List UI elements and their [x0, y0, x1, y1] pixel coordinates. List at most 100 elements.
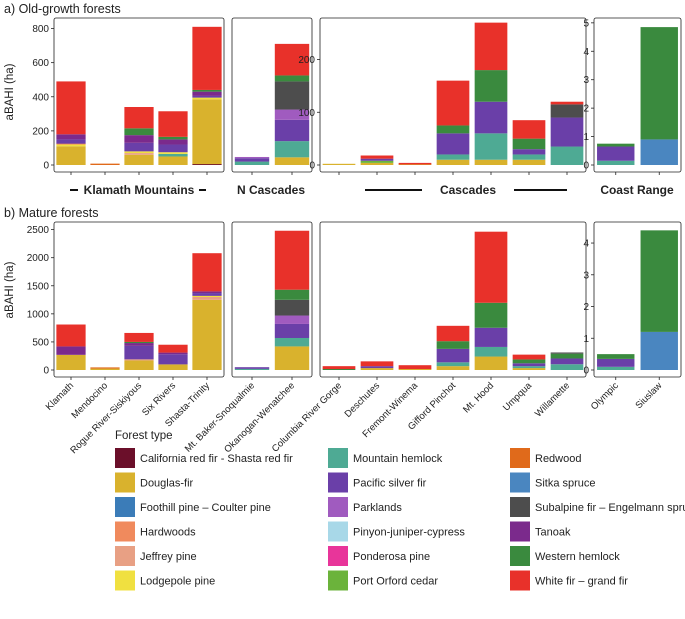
- bar-segment-white-fir-grand-fir: [322, 366, 356, 370]
- bar-segment-western-hemlock: [512, 359, 546, 364]
- bar-segment-western-hemlock: [158, 136, 188, 140]
- legend-swatch: [115, 497, 135, 517]
- bar-b-siuslaw: [640, 230, 678, 370]
- y-tick-label: 600: [32, 58, 49, 69]
- x-tick-label: Olympic: [589, 380, 621, 412]
- bar-segment-douglas-fir: [398, 368, 432, 370]
- legend-swatch: [328, 546, 348, 566]
- legend-swatch: [328, 497, 348, 517]
- legend-swatch: [115, 448, 135, 468]
- bar-segment-pacific-silver-fir: [550, 358, 584, 365]
- bar-b-fremont-winema: [398, 365, 432, 370]
- bar-a-siuslaw: [640, 27, 678, 165]
- bar-segment-mountain-hemlock: [474, 133, 508, 160]
- bar-segment-pacific-silver-fir: [274, 323, 310, 338]
- bar-segment-subalpine-fir-engelmann-spruce: [550, 104, 584, 118]
- legend-item-foothill-pine-coulter-pine: Foothill pine – Coulter pine: [115, 497, 271, 517]
- legend-label: Hardwoods: [140, 527, 196, 539]
- bar-a-shasta-trinity: [192, 26, 222, 165]
- y-tick-label: 5: [583, 18, 589, 29]
- legend-item-western-hemlock: Western hemlock: [510, 546, 620, 566]
- bar-a-umpqua: [512, 120, 546, 165]
- bar-segment-western-hemlock: [322, 368, 356, 370]
- facet-b-coast-range: 0 1 2 3 4 Olympic Siuslaw: [583, 221, 682, 412]
- bar-segment-sitka-spruce: [640, 139, 678, 165]
- y-tick-label: 800: [32, 24, 49, 35]
- bar-segment-douglas-fir: [56, 354, 86, 370]
- bar-segment-white-fir-grand-fir: [398, 365, 432, 370]
- bar-segment-pacific-silver-fir: [360, 158, 394, 161]
- bar-segment-western-hemlock: [597, 143, 635, 147]
- bar-segment-pacific-silver-fir: [512, 149, 546, 155]
- bar-segment-pacific-silver-fir: [597, 146, 635, 161]
- bar-segment-white-fir-grand-fir: [158, 111, 188, 137]
- bar-segment-douglas-fir: [158, 364, 188, 370]
- bar-segment-mountain-hemlock: [597, 366, 635, 370]
- bar-segment-pacific-silver-fir: [234, 367, 270, 369]
- bar-b-deschutes: [360, 361, 394, 370]
- bar-segment-douglas-fir: [512, 159, 546, 165]
- y-tick-label: 0: [309, 161, 315, 172]
- bar-a-fremont-winema: [398, 162, 432, 165]
- legend-label: Tanoak: [535, 527, 571, 539]
- bar-segment-mountain-hemlock: [274, 141, 310, 158]
- bar-segment-lodgepole-pine: [192, 97, 222, 100]
- legend-item-california-red-fir-shasta-red-fir: California red fir - Shasta red fir: [115, 448, 293, 468]
- bar-segment-white-fir-grand-fir: [512, 120, 546, 139]
- bar-segment-douglas-fir: [274, 157, 310, 165]
- bar-segment-pacific-silver-fir: [436, 133, 470, 155]
- y-tick-label: 0: [43, 366, 49, 377]
- bar-segment-tanoak: [158, 352, 188, 355]
- legend-label: Western hemlock: [535, 551, 620, 563]
- y-tick-label: 1000: [27, 309, 50, 320]
- legend-swatch: [510, 472, 530, 493]
- bar-segment-western-hemlock: [474, 302, 508, 328]
- y-tick-label: 2500: [27, 225, 50, 236]
- bar-segment-mountain-hemlock: [550, 364, 584, 370]
- bar-segment-douglas-fir: [474, 159, 508, 165]
- legend-swatch: [115, 546, 135, 566]
- bar-segment-parklands: [274, 315, 310, 324]
- bar-segment-western-hemlock: [436, 125, 470, 134]
- bar-segment-pacific-silver-fir: [158, 354, 188, 365]
- bar-segment-white-fir-grand-fir: [274, 230, 310, 290]
- bar-segment-mountain-hemlock: [512, 154, 546, 160]
- bar-b-columbia-river-gorge: [322, 366, 356, 370]
- bar-segment-redwood: [90, 367, 120, 369]
- legend-label: California red fir - Shasta red fir: [140, 453, 293, 465]
- legend: Forest type California red fir - Shasta …: [115, 430, 685, 591]
- region-labels: Klamath Mountains N Cascades Cascades Coast…: [70, 183, 674, 197]
- bar-segment-port-orford-cedar: [360, 160, 394, 163]
- legend-item-pacific-silver-fir: Pacific silver fir: [328, 472, 427, 493]
- bar-segment-pacific-silver-fir: [234, 158, 270, 162]
- legend-item-sitka-spruce: Sitka spruce: [510, 472, 596, 493]
- bar-b-okanogan-wenatchee: [274, 230, 310, 370]
- bar-segment-pacific-silver-fir: [436, 348, 470, 363]
- y-tick-label: 2000: [27, 253, 50, 264]
- legend-label: Pinyon-juniper-cypress: [353, 527, 465, 539]
- bar-segment-douglas-fir: [360, 162, 394, 165]
- legend-label: Foothill pine – Coulter pine: [140, 502, 271, 514]
- bar-segment-pacific-silver-fir: [360, 366, 394, 369]
- bar-b-willamette: [550, 352, 584, 370]
- bar-segment-white-fir-grand-fir: [360, 361, 394, 367]
- bar-a-columbia-river-gorge: [322, 163, 356, 165]
- bar-segment-mountain-hemlock: [436, 154, 470, 160]
- bar-segment-tanoak: [56, 346, 86, 355]
- y-tick-label: 1: [583, 132, 589, 143]
- y-tick-label: 2: [583, 104, 589, 115]
- bar-a-willamette: [550, 101, 584, 165]
- x-tick-label: Willamette: [533, 380, 572, 419]
- y-tick-label: 0: [583, 161, 589, 172]
- bar-b-olympic: [597, 354, 635, 370]
- y-tick-label: 4: [583, 47, 589, 58]
- bar-segment-western-hemlock: [274, 289, 310, 300]
- bar-segment-douglas-fir: [124, 360, 154, 370]
- legend-item-parklands: Parklands: [328, 497, 402, 517]
- legend-item-jeffrey-pine: Jeffrey pine: [115, 546, 197, 566]
- facet-a-n-cascades: [231, 17, 313, 175]
- bar-segment-redwood: [90, 163, 120, 165]
- bar-segment-pacific-silver-fir: [550, 117, 584, 147]
- region-label-klamath-mountains: Klamath Mountains: [84, 183, 195, 197]
- bar-segment-white-fir-grand-fir: [124, 107, 154, 129]
